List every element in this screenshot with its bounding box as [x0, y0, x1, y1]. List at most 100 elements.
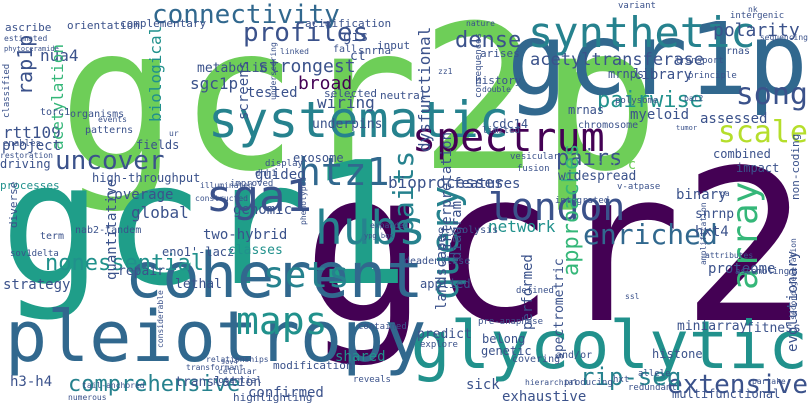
- word-sov1delta: sov1delta: [10, 249, 59, 259]
- word-tail-anchored: tail-anchored: [82, 381, 145, 390]
- word-sick: sick: [466, 377, 500, 393]
- word-numerous: numerous: [68, 393, 107, 402]
- word-snrna: snrna: [358, 44, 392, 57]
- word-repair: repair: [118, 264, 165, 279]
- word-sequencing: sequencing: [759, 33, 808, 42]
- word-orientation: orientation: [67, 19, 140, 32]
- word-hierarchial: hierarchial: [525, 378, 578, 387]
- word-glycolytic: glycolytic: [410, 307, 808, 384]
- word-tested: tested: [247, 85, 298, 101]
- word-bioprocesses: bioprocesses: [388, 173, 504, 192]
- word-nonessential: nonessential: [45, 251, 204, 276]
- word-improved: improved: [230, 179, 274, 189]
- word-extensive: extensive: [667, 370, 808, 400]
- word-cellular: cellular: [218, 367, 257, 376]
- word-vesicular: vesicular: [510, 152, 559, 162]
- word-strongest: strongest: [258, 56, 356, 77]
- word-and-or: and/or: [556, 350, 593, 361]
- word-pa: pa: [720, 189, 730, 198]
- word-combined: combined: [713, 147, 771, 161]
- word-gcr2p: gcr2p: [58, 0, 661, 216]
- word-considerable: considerable: [156, 290, 165, 348]
- word-transport: transport: [675, 56, 724, 66]
- word-snrnp: snrnp: [695, 207, 735, 222]
- word-underpins: underpins: [312, 117, 383, 132]
- word-chromosome: chromosome: [578, 120, 639, 131]
- word-maps: maps: [236, 299, 328, 343]
- word-nature: nature: [466, 19, 495, 28]
- word-constructed: constructed: [195, 194, 248, 203]
- word-predict: predict: [417, 327, 472, 342]
- word-rip-seq: rip-seq: [580, 363, 682, 391]
- word-london: london: [488, 185, 626, 229]
- word-synthetic: synthetic: [528, 8, 756, 57]
- word-network: network: [488, 217, 556, 236]
- word-potential: potential: [213, 376, 262, 386]
- word-limited: limited: [482, 126, 520, 136]
- word-processes: processes: [0, 179, 60, 192]
- word-eno1-lacz: eno1'-lacz: [162, 245, 235, 259]
- word-principle: principle: [688, 71, 737, 81]
- word-ssl: ssl: [625, 292, 640, 301]
- word-myeloid: myeloid: [630, 107, 690, 123]
- word-restoration: restoration: [0, 151, 53, 160]
- word-zz1: zz1: [438, 67, 453, 76]
- word-gis: gis: [343, 29, 369, 45]
- word-sgc1p: sgc1p: [190, 74, 239, 93]
- word-modification: modification: [273, 359, 353, 372]
- word-integrated: integrated: [555, 196, 610, 206]
- word-glycolysis: glycolysis: [438, 225, 499, 236]
- word-organisms: organisms: [70, 109, 125, 120]
- word-double: double: [482, 85, 511, 94]
- word-metabolic: metabolic: [197, 61, 268, 76]
- word-selected: selected: [324, 87, 377, 100]
- word-hxt: hxt: [613, 375, 630, 385]
- word-producing: producing: [564, 378, 613, 388]
- word-cdc14: cdc14: [492, 117, 529, 131]
- word-spectrometric: spectrometric: [552, 258, 567, 360]
- word-translation: translation: [175, 375, 262, 390]
- word-fitness: fitness: [746, 321, 801, 336]
- word-uncover: uncover: [55, 146, 165, 176]
- word-rnas: rnas: [726, 46, 751, 57]
- word-phytoceramide: phytoceramide: [4, 45, 59, 53]
- word-song: song: [735, 77, 808, 112]
- word-connectivity: connectivity: [152, 0, 340, 30]
- word-neutral: neutral: [380, 89, 427, 102]
- word-two-hybrid: two-hybrid: [203, 227, 288, 243]
- word-ypg-box: ypg box: [364, 232, 394, 240]
- word-covering: covering: [512, 354, 561, 365]
- word-events: events: [98, 115, 127, 124]
- word-phenotypes: phenotypes: [299, 176, 308, 225]
- word-driving: driving: [0, 157, 51, 171]
- word-mrnas: mrnas: [568, 103, 605, 117]
- word-dhh1: dhh1: [255, 169, 277, 179]
- word-acetylation: acetylation: [48, 44, 67, 150]
- word-diverse: diverse: [7, 181, 20, 228]
- word-spectrum: spectrum: [412, 115, 605, 161]
- word-patterns: patterns: [85, 125, 134, 136]
- word-v-atpase: v-atpase: [617, 182, 661, 192]
- word-nab2-tandem: nab2-tandem: [75, 225, 142, 236]
- word-sov4: sov4: [221, 358, 238, 366]
- word-term: term: [40, 231, 65, 242]
- word-fall: fall: [333, 44, 358, 55]
- word-library: library: [633, 67, 693, 83]
- word-h3-h4: h3-h4: [10, 374, 53, 390]
- word-systematic: systematic: [208, 91, 510, 149]
- word-approaches: approaches: [559, 143, 584, 276]
- word-sets: sets: [263, 255, 350, 296]
- word-swr-c: swr-c: [594, 157, 637, 173]
- word-fusion: fusion: [517, 164, 550, 174]
- word-guided: guided: [255, 167, 306, 183]
- word-arises: arises: [480, 47, 520, 60]
- word-highlighting: highlighting: [233, 391, 313, 404]
- word-applied: applied: [420, 277, 471, 291]
- word-attributes: attributes: [705, 251, 754, 260]
- word-second-generation: second-generation: [789, 238, 798, 320]
- word-belong: belong: [482, 332, 526, 346]
- word-impact: impact: [736, 161, 780, 175]
- word-shared: shared: [335, 349, 386, 365]
- word-enables: enables: [3, 139, 41, 149]
- word-dense: dense: [455, 28, 522, 53]
